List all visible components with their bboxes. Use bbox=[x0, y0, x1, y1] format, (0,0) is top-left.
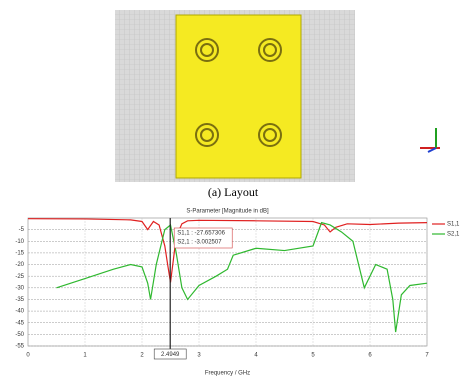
y-tick-label: -55 bbox=[15, 344, 24, 350]
x-tick-label: 1 bbox=[83, 353, 87, 359]
legend-label: S1,1 bbox=[447, 222, 460, 228]
x-tick-label: 4 bbox=[254, 353, 258, 359]
x-tick-label: 7 bbox=[425, 353, 429, 359]
y-tick-label: -10 bbox=[15, 239, 24, 245]
chart: S-Parameter [Magnitude in dB] -5 -10 -15 -20… bbox=[15, 209, 460, 377]
page: {"caption": "(a) Layout", "chart_data": … bbox=[0, 0, 467, 380]
x-tick-label: 5 bbox=[311, 353, 315, 359]
y-tick-label: -20 bbox=[15, 262, 24, 268]
legend-label: S2,1 bbox=[447, 232, 460, 238]
layout-image bbox=[115, 10, 440, 182]
y-tick-label: -40 bbox=[15, 309, 24, 315]
y-tick-label: -25 bbox=[15, 274, 24, 280]
y-tick-label: -45 bbox=[15, 320, 24, 326]
x-tick-label: 2 bbox=[140, 353, 144, 359]
y-tick-label: -50 bbox=[15, 332, 24, 338]
x-axis-label: Frequency / GHz bbox=[205, 371, 250, 377]
x-tick-label: 0 bbox=[26, 353, 30, 359]
figure: (a) Layout S-Parameter [Magnitude in dB]… bbox=[0, 0, 467, 380]
x-tick-label: 6 bbox=[368, 353, 372, 359]
chart-title: S-Parameter [Magnitude in dB] bbox=[186, 209, 269, 215]
y-tick-label: -35 bbox=[15, 297, 24, 303]
annotation: S1,1 : -27.657306 bbox=[177, 231, 225, 237]
annotation: S2,1 : -3.002507 bbox=[177, 240, 222, 246]
x-tick-label: 3 bbox=[197, 353, 201, 359]
y-tick-label: -15 bbox=[15, 250, 24, 256]
caption: (a) Layout bbox=[208, 185, 259, 199]
y-tick-label: -30 bbox=[15, 285, 24, 291]
y-tick-label: -5 bbox=[19, 227, 25, 233]
marker-label: 2.4949 bbox=[161, 352, 180, 358]
